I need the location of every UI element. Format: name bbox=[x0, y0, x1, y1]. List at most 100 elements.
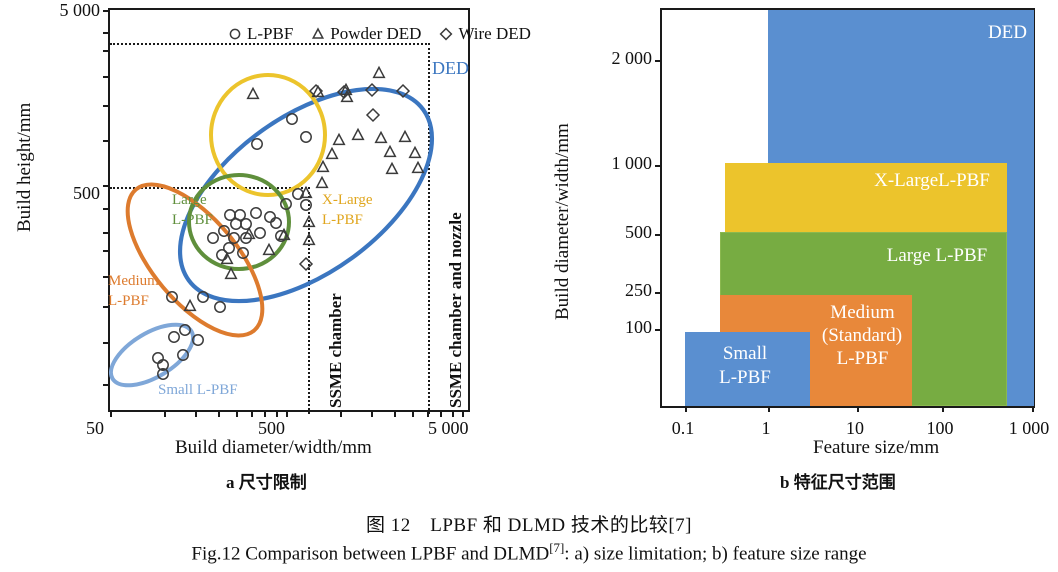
panel-b-x-axis-label: Feature size/mm bbox=[813, 437, 940, 458]
panel-a-xtick bbox=[440, 410, 442, 417]
panel-b-xtick-1000 bbox=[1032, 406, 1034, 412]
diamond-marker-icon bbox=[439, 27, 453, 41]
panel-b-ytick-1000 bbox=[655, 165, 662, 167]
panel-a-ytick bbox=[103, 276, 110, 278]
panel-a-xtick bbox=[412, 410, 414, 417]
panel-b-ytick-500 bbox=[655, 234, 662, 236]
panel-a-annotation-medium-line1: Medium bbox=[108, 273, 159, 289]
panel-a-ytick bbox=[103, 32, 110, 34]
panel-a-y-axis-label: Build height/mm bbox=[14, 102, 35, 232]
panel-a-annotation-xlarge-line1: X-Large bbox=[322, 192, 373, 208]
panel-b-ytick-250 bbox=[655, 292, 662, 294]
band-label-medium-line2: (Standard) bbox=[821, 325, 903, 346]
panel-b-y-tick-250: 250 bbox=[625, 280, 652, 300]
subcaption-b: b 特征尺寸范围 bbox=[780, 473, 896, 492]
panel-b-x-tick-100: 100 bbox=[926, 418, 954, 438]
panel-a-xtick bbox=[452, 410, 454, 417]
band-label-large-lpbf: Large L-PBF bbox=[886, 245, 988, 266]
figure-caption-english-ref: [7] bbox=[549, 540, 565, 555]
band-label-medium-line1: Medium bbox=[830, 302, 895, 323]
panel-b-x-tick-1: 1 bbox=[761, 418, 771, 438]
panel-a-ytick bbox=[103, 10, 110, 12]
subcaption-a: a 尺寸限制 bbox=[226, 473, 307, 492]
panel-a-xtick bbox=[371, 410, 373, 417]
panel-a-ytick bbox=[103, 250, 110, 252]
legend-label-l-pbf: L-PBF bbox=[247, 24, 294, 43]
panel-a-x-axis-label: Build diameter/width/mm bbox=[175, 437, 372, 458]
band-label-small-line2: L-PBF bbox=[719, 367, 771, 388]
panel-a-ytick bbox=[103, 306, 110, 308]
panel-b-ytick-2000 bbox=[655, 60, 662, 62]
band-label-x-large-lpbf: X-LargeL-PBF bbox=[874, 170, 990, 191]
ellipse-large-lpbf bbox=[187, 173, 291, 271]
legend-label-wire-ded: Wire DED bbox=[458, 24, 531, 43]
ellipse-ded bbox=[177, 86, 435, 304]
panel-a-annotation-medium-line2: L-PBF bbox=[108, 293, 149, 309]
figure-caption-english: Fig.12 Comparison between LPBF and DLMD[… bbox=[0, 540, 1058, 565]
panel-b-ytick-100 bbox=[655, 329, 662, 331]
band-small-lpbf bbox=[685, 332, 810, 406]
panel-a-xtick bbox=[276, 410, 278, 417]
panel-b-xtick-1 bbox=[768, 406, 770, 412]
ellipse-xlarge-lpbf bbox=[209, 73, 327, 197]
panel-a-x-tick-50: 50 bbox=[86, 418, 104, 438]
panel-a-ytick bbox=[103, 384, 110, 386]
figure-caption-english-prefix: Fig.12 Comparison between LPBF and DLMD bbox=[191, 543, 550, 565]
panel-a-ref-line-500 bbox=[110, 187, 310, 189]
panel-a-legend: L-PBF Powder DED Wire DED bbox=[228, 24, 531, 44]
panel-a-xtick bbox=[264, 410, 266, 417]
panel-a-xtick bbox=[394, 410, 396, 417]
panel-a-size-limitation: Build height/mm Build diameter/width/mm … bbox=[0, 0, 531, 460]
panel-b-x-tick-10: 10 bbox=[846, 418, 864, 438]
panel-a-ytick bbox=[103, 232, 110, 234]
figure-caption-chinese: 图 12 LPBF 和 DLMD 技术的比较[7] bbox=[365, 515, 692, 536]
panel-b-x-tick-0.1: 0.1 bbox=[671, 418, 695, 438]
panel-a-xtick bbox=[164, 410, 166, 417]
panel-a-annotation-xlarge-line2: L-PBF bbox=[322, 212, 363, 228]
panel-a-xtick-5000 bbox=[462, 410, 464, 417]
panel-a-ytick bbox=[103, 140, 110, 142]
panel-a-annotation-small: Small L-PBF bbox=[158, 382, 238, 398]
panel-a-ref-col-ssme-chamber-nozzle bbox=[428, 43, 430, 414]
legend-item-wire-ded: Wire DED bbox=[439, 24, 531, 44]
panel-b-xtick-10 bbox=[857, 406, 859, 412]
panel-b-y-tick-2000: 2 000 bbox=[611, 48, 653, 68]
panel-b-x-tick-1000: 1 000 bbox=[1008, 418, 1050, 438]
panel-a-xtick bbox=[251, 410, 253, 417]
panel-a-annotation-large-line2: L-PBF bbox=[172, 212, 213, 228]
panel-b-y-tick-1000: 1 000 bbox=[611, 153, 653, 173]
series-wire-ded bbox=[299, 83, 410, 271]
panel-a-xtick bbox=[236, 410, 238, 417]
panel-a-x-tick-5000: 5 000 bbox=[428, 418, 469, 438]
panel-a-ytick-500 bbox=[103, 185, 110, 187]
panel-a-xtick bbox=[195, 410, 197, 417]
panel-a-ref-line-top bbox=[110, 43, 430, 45]
panel-a-ref-col-ssme-chamber bbox=[308, 187, 310, 414]
band-label-ded: DED bbox=[987, 22, 1027, 43]
ellipse-medium-lpbf bbox=[125, 182, 265, 338]
panel-a-annotation-ded: DED bbox=[432, 58, 469, 78]
circle-marker-icon bbox=[229, 28, 241, 40]
panel-b-plot-area: DED X-LargeL-PBF Large L-PBF Medium (Sta… bbox=[655, 8, 1035, 412]
panel-a-x-tick-500: 500 bbox=[258, 418, 285, 438]
panel-a-xtick-500 bbox=[286, 410, 288, 417]
triangle-marker-icon bbox=[312, 27, 325, 39]
panel-a-ytick bbox=[103, 105, 110, 107]
panel-b-xtick-100 bbox=[942, 406, 944, 412]
panel-a-ytick bbox=[103, 342, 110, 344]
panel-a-xtick-50 bbox=[110, 410, 112, 417]
legend-item-powder-ded: Powder DED bbox=[311, 24, 421, 44]
panel-a-annotation-large-line1: Large bbox=[172, 192, 207, 208]
panel-a-ytick bbox=[103, 76, 110, 78]
panel-a-y-tick-5000: 5 000 bbox=[59, 0, 101, 20]
panel-b-xtick-0.1 bbox=[685, 406, 687, 412]
panel-b-y-tick-100: 100 bbox=[625, 317, 652, 337]
legend-label-powder-ded: Powder DED bbox=[330, 24, 422, 43]
panel-a-data-layer bbox=[108, 66, 435, 388]
panel-a-plot-area: DED X-Large L-PBF Large L-PBF Medium L-P… bbox=[103, 8, 531, 417]
legend-item-l-pbf: L-PBF bbox=[228, 24, 293, 44]
panel-a-xtick bbox=[218, 410, 220, 417]
panel-a-ytick bbox=[103, 50, 110, 52]
panel-a-guide-ssme-chamber-nozzle: SSME chamber and nozzle bbox=[446, 212, 465, 408]
